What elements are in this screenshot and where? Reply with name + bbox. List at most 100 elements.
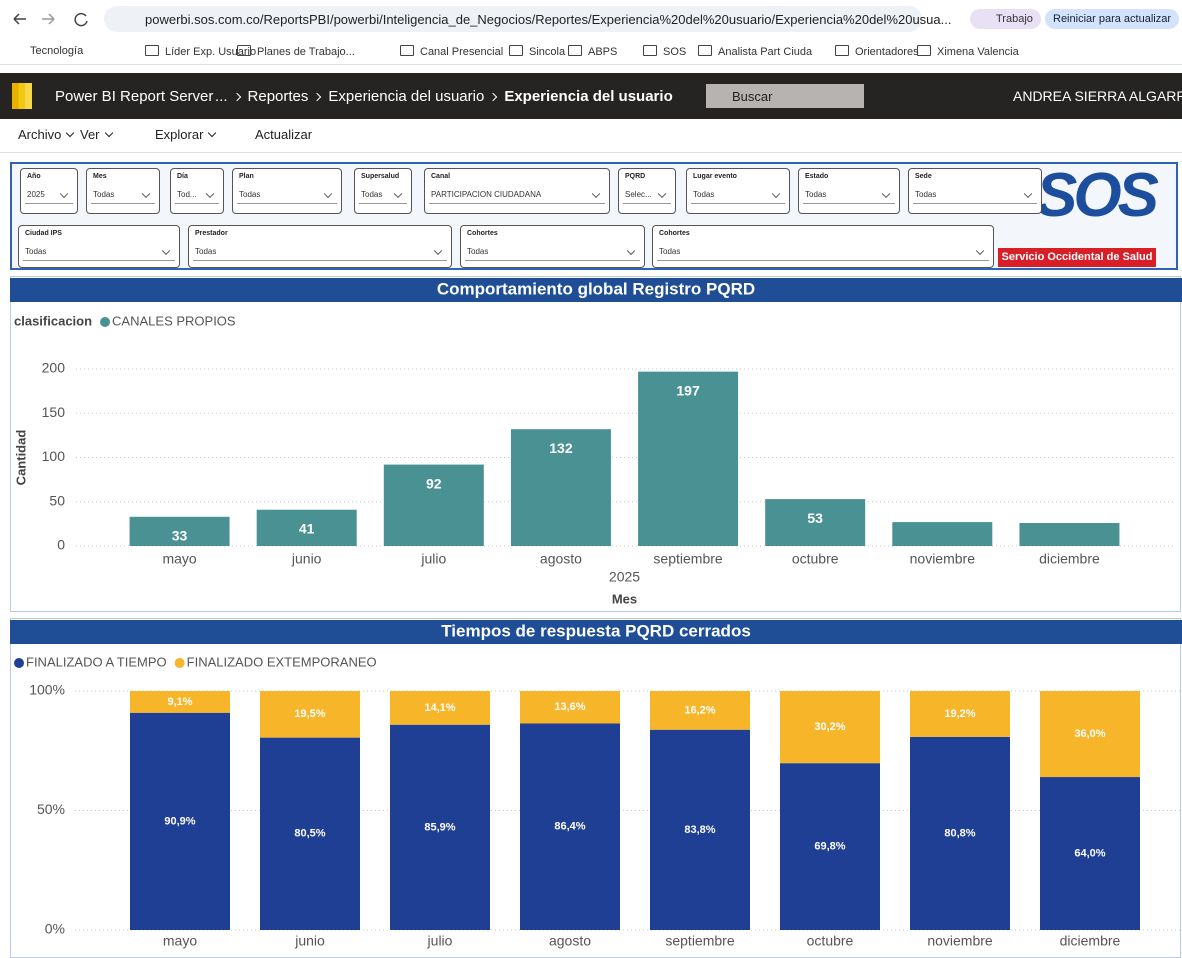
data-label: 16,2% [684, 704, 715, 716]
dropdown-icon [60, 190, 68, 198]
data-label: 64,0% [1074, 847, 1105, 859]
slicer-dropdown[interactable]: Todas [803, 187, 895, 204]
data-label: 90,9% [164, 815, 195, 827]
legend-swatch [100, 317, 110, 327]
slicer-value[interactable]: Todas [239, 190, 260, 199]
data-label: 13,6% [554, 701, 585, 713]
bookmark[interactable]: Canal Presencial [400, 45, 503, 58]
slicer-dropdown[interactable]: Todas [913, 187, 1037, 204]
slicer-label: Supersalud [361, 173, 399, 180]
slicer-value[interactable]: Todas [659, 247, 680, 256]
slicer-dropdown[interactable]: Todas [237, 187, 337, 204]
y-tick-label: 0 [57, 537, 65, 553]
x-axis-sublabel: 2025 [609, 569, 640, 585]
data-label: 19,2% [944, 708, 975, 720]
y-tick-label: 100% [29, 682, 65, 698]
slicer-value[interactable]: Todas [693, 190, 714, 199]
folder-icon [400, 45, 414, 56]
x-tick-label: noviembre [910, 551, 976, 567]
slicer-dropdown[interactable]: Todas [91, 187, 155, 204]
folder-icon [835, 45, 849, 56]
legend-label: CANALES PROPIOS [112, 313, 236, 328]
bookmark-label[interactable]: ABPS [588, 46, 617, 58]
bookmark-label[interactable]: Planes de Trabajo... [257, 46, 355, 58]
folder-icon [145, 45, 159, 56]
dropdown-icon [162, 247, 170, 255]
data-label: 80,5% [294, 828, 325, 840]
bookmark-label[interactable]: Orientadores [855, 46, 919, 58]
charts: Comportamiento global Registro PQRD05010… [0, 0, 1182, 958]
slicer-label: Cohortes [659, 230, 690, 237]
slicer-value[interactable]: Todas [467, 247, 488, 256]
bookmark[interactable]: ABPS [568, 45, 617, 58]
slicer: PrestadorTodas [188, 225, 452, 268]
screen: powerbi.sos.com.co/ReportsPBI/powerbi/In… [0, 0, 1182, 958]
bar [1019, 523, 1119, 546]
slicer-dropdown[interactable]: Todas [691, 187, 785, 204]
slicer-label: Ciudad IPS [25, 230, 62, 237]
bookmark[interactable]: Tecnología [30, 45, 83, 57]
x-tick-label: diciembre [1039, 551, 1100, 567]
slicer-dropdown[interactable]: PARTICIPACION CIUDADANA [429, 187, 605, 204]
slicer: MesTodas [86, 168, 160, 214]
bookmark-label[interactable]: Analista Part Ciuda [718, 46, 812, 58]
bookmark[interactable]: Sincola [509, 45, 565, 58]
dropdown-icon [627, 247, 635, 255]
slicer: Año2025 [20, 168, 78, 214]
slicer-value[interactable]: Todas [195, 247, 216, 256]
slicer: Lugar evento Todas [686, 168, 790, 214]
x-tick-label: noviembre [927, 933, 993, 949]
slicer: Supersalud Todas [354, 168, 412, 214]
bookmark-label[interactable]: Canal Presencial [420, 46, 503, 58]
slicer-value[interactable]: PARTICIPACION CIUDADANA [431, 190, 541, 199]
x-tick-label: septiembre [653, 551, 722, 567]
bookmark[interactable]: SOS [643, 45, 686, 58]
data-label: 53 [807, 510, 823, 526]
dropdown-icon [142, 190, 150, 198]
x-tick-label: mayo [162, 551, 196, 567]
x-tick-label: junio [294, 933, 325, 949]
x-tick-label: julio [427, 933, 453, 949]
slicer-value[interactable]: Todas [361, 190, 382, 199]
bookmark[interactable]: Analista Part Ciuda [698, 45, 812, 58]
bookmark[interactable]: Orientadores [835, 45, 919, 58]
slicer-dropdown[interactable]: Todas [465, 244, 640, 261]
slicer-dropdown[interactable]: Todas [193, 244, 447, 261]
slicer-label: Canal [431, 173, 450, 180]
dropdown-icon [882, 190, 890, 198]
slicer-value[interactable]: 2025 [27, 190, 45, 199]
bookmark[interactable]: Planes de Trabajo... [237, 45, 355, 58]
data-label: 33 [172, 527, 188, 543]
x-tick-label: julio [420, 551, 446, 567]
bookmark-label[interactable]: SOS [663, 46, 686, 58]
bookmark-label[interactable]: Sincola [529, 46, 565, 58]
slicer-dropdown[interactable]: 2025 [25, 187, 73, 204]
slicer-dropdown[interactable]: Todas [23, 244, 175, 261]
chart-title: Comportamiento global Registro PQRD [437, 279, 755, 298]
slicer-dropdown[interactable]: Tod... [175, 187, 219, 204]
slicer-value[interactable]: Todas [805, 190, 826, 199]
slicer-value[interactable]: Todas [915, 190, 936, 199]
bookmark-label[interactable]: Ximena Valencia [937, 46, 1019, 58]
bookmark[interactable]: Ximena Valencia [917, 45, 1019, 58]
slicer-dropdown[interactable]: Todas [657, 244, 989, 261]
data-label: 132 [549, 440, 573, 456]
folder-icon [698, 45, 712, 56]
slicer-value[interactable]: Selec... [625, 190, 652, 199]
slicer-label: Sede [915, 173, 932, 180]
slicer-value[interactable]: Todas [25, 247, 46, 256]
folder-icon [237, 45, 251, 56]
y-tick-label: 50% [37, 801, 65, 817]
dropdown-icon [772, 190, 780, 198]
slicer: Sede Todas [908, 168, 1042, 214]
slicer-value[interactable]: Todas [93, 190, 114, 199]
x-tick-label: octubre [807, 933, 854, 949]
bookmark-label[interactable]: Tecnología [30, 45, 83, 57]
data-label: 69,8% [814, 840, 845, 852]
slicer-label: Lugar evento [693, 173, 737, 180]
slicer-dropdown[interactable]: Selec... [623, 187, 671, 204]
slicer-value[interactable]: Tod... [177, 190, 197, 199]
slicer-dropdown[interactable]: Todas [359, 187, 407, 204]
